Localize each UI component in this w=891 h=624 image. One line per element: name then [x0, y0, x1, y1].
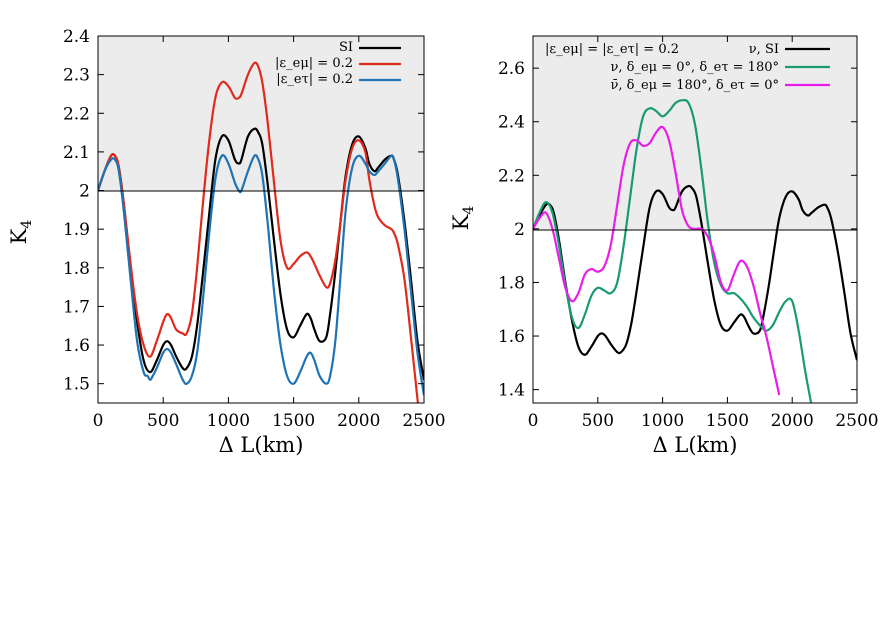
y-tick-label: 2 — [514, 220, 525, 240]
legend-entry-nu-delta: ν, δ_eμ = 0°, δ_eτ = 180° — [610, 60, 779, 75]
panel-left-legend: SI |ε_eμ| = 0.2 |ε_eτ| = 0.2 — [275, 40, 401, 87]
panel-right: 1.4 1.6 1.8 2 2.2 2.4 2.6 0 500 1000 1500 2000 2500… — [449, 35, 879, 457]
legend-entry-si: SI — [339, 40, 353, 55]
y-tick-label: 1.8 — [63, 259, 90, 279]
panel-right-shaded-region — [533, 36, 857, 230]
legend-entry-nubar-delta: ν̄, δ_eμ = 180°, δ_eτ = 0° — [610, 78, 779, 93]
legend-entry-eps-emu: |ε_eμ| = 0.2 — [275, 56, 353, 71]
panel-left-xlabel: Δ L(km) — [219, 433, 304, 457]
y-tick-label: 1.4 — [498, 381, 525, 401]
y-tick-label: 2.2 — [498, 166, 525, 186]
y-tick-label: 1.9 — [63, 220, 90, 240]
panel-right-annotation: |ε_eμ| = |ε_eτ| = 0.2 — [545, 42, 679, 57]
y-tick-label: 2.4 — [498, 113, 525, 133]
panel-left-ylabel: K4 — [7, 220, 35, 245]
x-tick-label: 500 — [582, 411, 614, 431]
x-tick-label: 2500 — [835, 411, 878, 431]
y-tick-label: 2.4 — [63, 27, 90, 47]
series-line-0 — [533, 184, 857, 361]
panel-left-series — [98, 61, 424, 403]
y-tick-label: 1.6 — [498, 327, 525, 347]
series-line-2 — [533, 125, 781, 396]
y-tick-label: 1.5 — [63, 375, 90, 395]
x-tick-label: 1000 — [207, 411, 250, 431]
x-tick-label: 1500 — [706, 411, 749, 431]
y-tick-label: 2 — [79, 182, 90, 202]
panel-right-series — [533, 98, 857, 403]
x-tick-label: 2500 — [402, 411, 445, 431]
panel-left: 1.5 1.6 1.7 1.8 1.9 2 2.1 2.2 2.3 2.4 0 500 1000 150… — [7, 27, 446, 457]
y-tick-label: 2.1 — [63, 143, 90, 163]
panel-right-frame — [532, 35, 858, 404]
panel-right-legend: ν, SI ν, δ_eμ = 0°, δ_eτ = 180° ν̄, δ_eμ… — [610, 42, 830, 93]
y-tick-label: 2.2 — [63, 104, 90, 124]
x-tick-label: 0 — [93, 411, 104, 431]
panel-left-y-ticks: 1.5 1.6 1.7 1.8 1.9 2 2.1 2.2 2.3 2.4 — [63, 27, 424, 395]
series-line-2 — [98, 154, 424, 396]
panel-right-ylabel: K4 — [449, 206, 477, 231]
legend-entry-nu-si: ν, SI — [749, 42, 779, 57]
series-line-1 — [98, 61, 419, 403]
y-tick-label: 1.6 — [63, 336, 90, 356]
panel-right-y-ticks: 1.4 1.6 1.8 2 2.2 2.4 2.6 — [498, 59, 857, 401]
legend-entry-eps-etau: |ε_eτ| = 0.2 — [276, 72, 353, 87]
y-tick-label: 1.7 — [63, 297, 90, 317]
x-tick-label: 1000 — [641, 411, 684, 431]
x-tick-label: 1500 — [272, 411, 315, 431]
x-tick-label: 0 — [528, 411, 539, 431]
x-tick-label: 2000 — [771, 411, 814, 431]
panel-right-xlabel: Δ L(km) — [653, 433, 738, 457]
panel-right-x-ticks: 0 500 1000 1500 2000 2500 — [528, 36, 879, 431]
y-tick-label: 2.3 — [63, 66, 90, 86]
y-tick-label: 1.8 — [498, 273, 525, 293]
x-tick-label: 2000 — [337, 411, 380, 431]
panel-left-frame — [97, 35, 425, 404]
panel-left-x-ticks: 0 500 1000 1500 2000 2500 — [93, 36, 446, 431]
y-tick-label: 2.6 — [498, 59, 525, 79]
x-tick-label: 500 — [147, 411, 179, 431]
series-line-0 — [98, 127, 424, 381]
